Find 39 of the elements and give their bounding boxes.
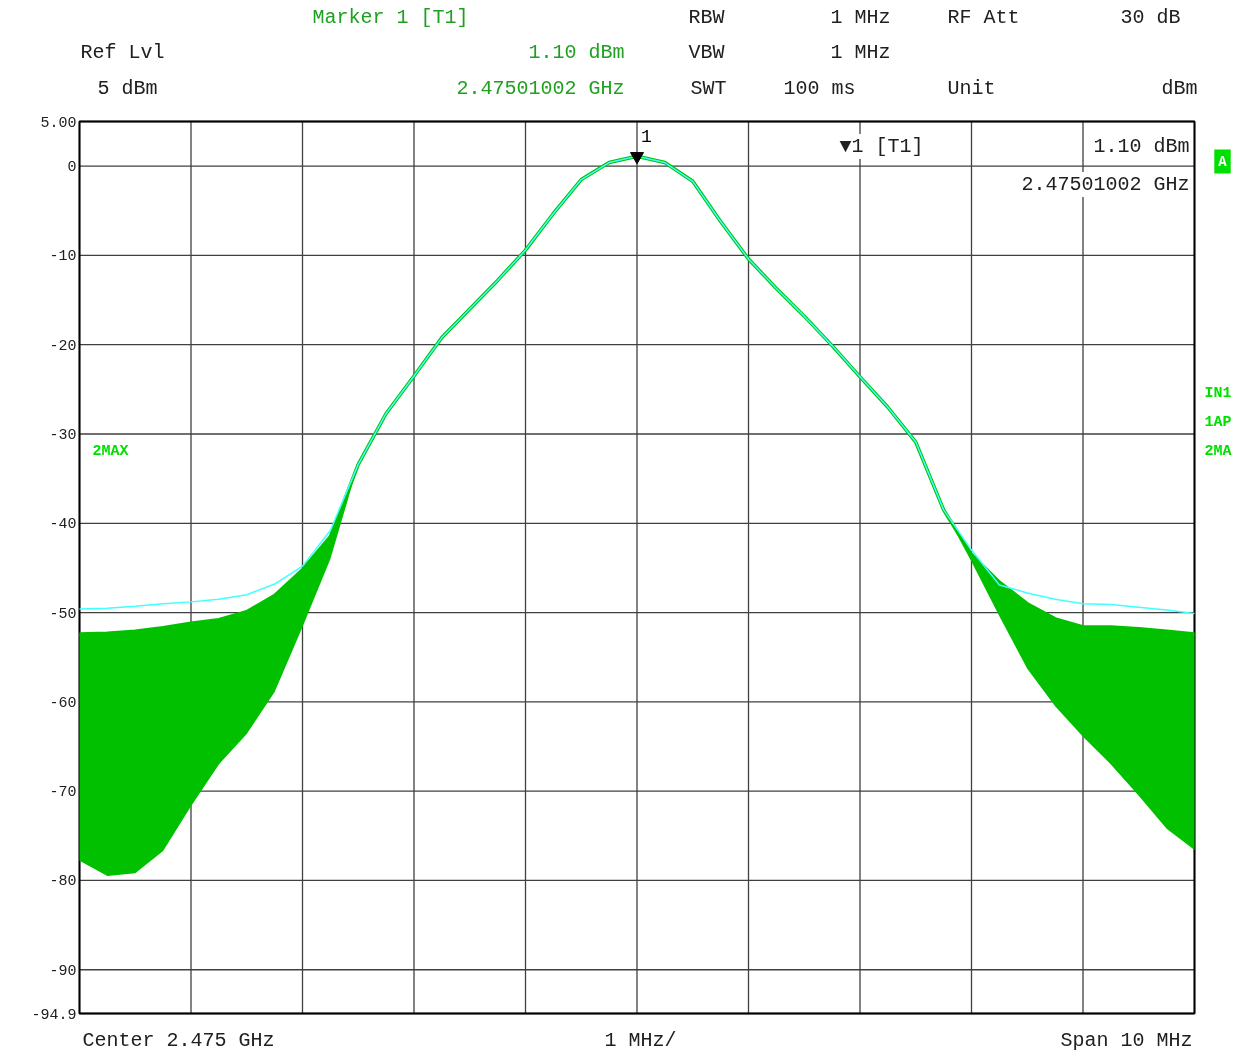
text: 1AP: [1204, 414, 1232, 431]
text: A: [1218, 153, 1228, 170]
annotation: 1.10 dBm: [1093, 135, 1190, 158]
y-tick-label: -94.9: [31, 1006, 77, 1024]
text: Marker 1 [T1]: [312, 6, 469, 29]
text: 2.47501002 GHz: [456, 77, 625, 100]
y-tick-label: -50: [49, 605, 77, 623]
text: RF Att: [947, 6, 1020, 29]
y-tick-label: -10: [49, 248, 77, 266]
y-tick-label: -60: [49, 694, 77, 712]
text: dBm: [1161, 77, 1198, 100]
y-tick-label: -20: [49, 337, 77, 355]
text: 100 ms: [783, 77, 856, 100]
y-tick-label: -40: [49, 516, 77, 534]
text: VBW: [688, 41, 725, 64]
y-tick-label: 0: [67, 159, 77, 177]
text: Unit: [947, 77, 996, 100]
y-tick-label: -80: [49, 873, 77, 891]
text: Span 10 MHz: [1060, 1029, 1193, 1052]
annotation: ▼1 [T1]: [839, 135, 924, 158]
y-tick-label: 5.00: [40, 114, 77, 132]
text: 2MA: [1204, 443, 1232, 460]
text: SWT: [690, 77, 727, 100]
annotation: 1: [641, 127, 652, 148]
text: 1.10 dBm: [528, 41, 625, 64]
text: RBW: [688, 6, 725, 29]
y-tick-label: -70: [49, 784, 77, 802]
text: 30 dB: [1120, 6, 1181, 29]
annotation: 2MAX: [92, 443, 129, 460]
text: 1 MHz: [830, 6, 891, 29]
y-tick-label: -30: [49, 427, 77, 445]
text: Ref Lvl: [80, 41, 165, 64]
text: 1 MHz/: [604, 1029, 677, 1052]
text: IN1: [1204, 385, 1232, 402]
text: 5 dBm: [97, 77, 158, 100]
y-tick-label: -90: [49, 962, 77, 980]
text: Center 2.475 GHz: [82, 1029, 275, 1052]
text: 1 MHz: [830, 41, 891, 64]
annotation: 2.47501002 GHz: [1021, 173, 1190, 196]
